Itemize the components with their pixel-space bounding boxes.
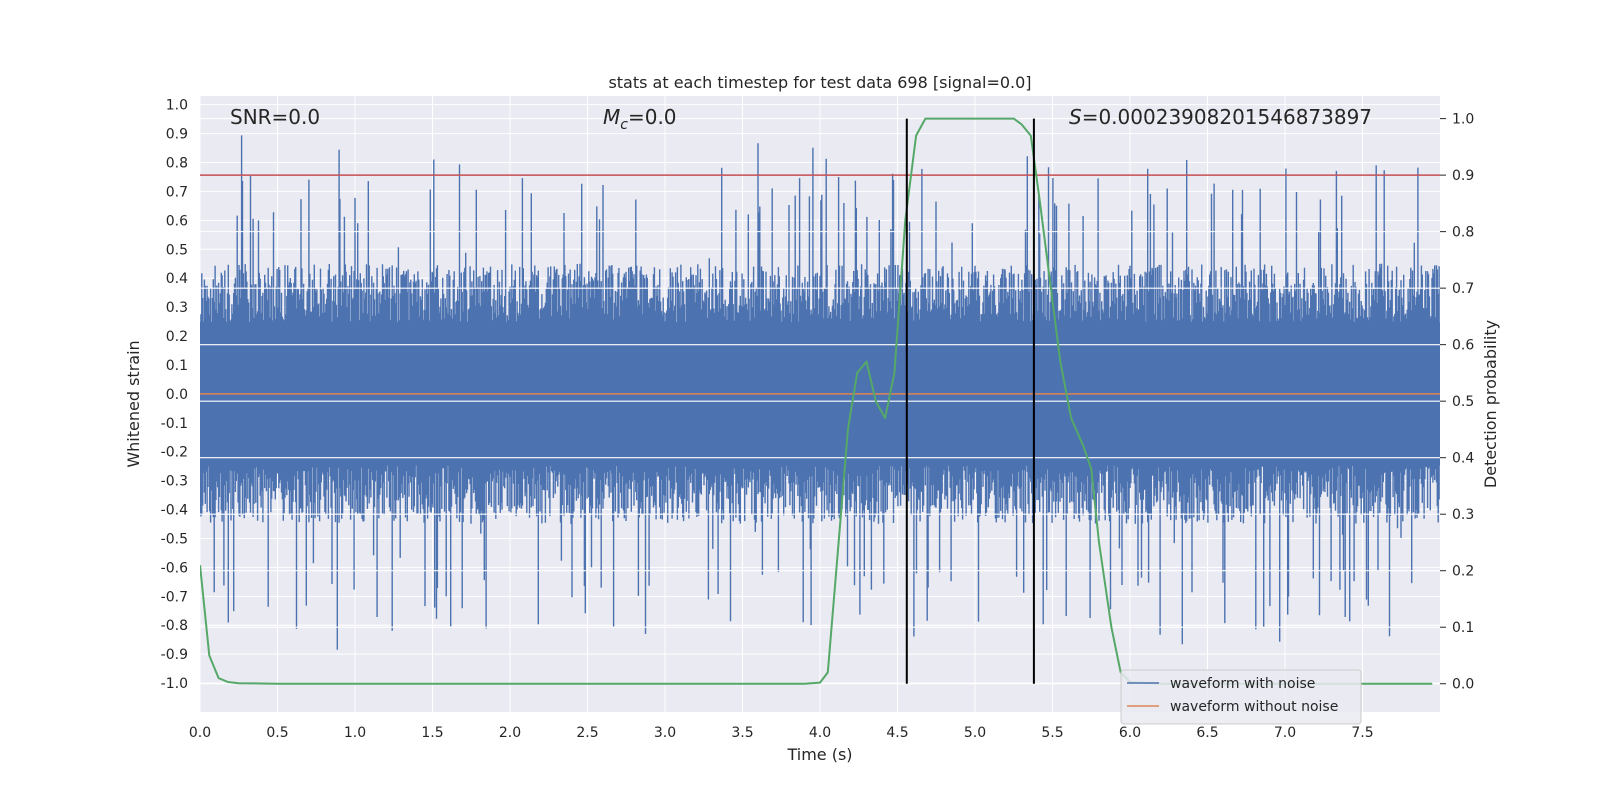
y-left-tick-label: -0.2 xyxy=(161,445,188,461)
y-left-tick-label: -0.9 xyxy=(161,647,188,663)
chart-title: stats at each timestep for test data 698… xyxy=(608,73,1031,92)
y-left-tick-label: 0.1 xyxy=(166,358,188,374)
x-tick-label: 3.5 xyxy=(731,725,753,741)
y-left-tick-label: -0.3 xyxy=(161,474,188,490)
x-tick-label: 7.5 xyxy=(1351,725,1373,741)
x-tick-label: 6.5 xyxy=(1196,725,1218,741)
legend-label-waveform-with-noise: waveform with noise xyxy=(1170,676,1315,692)
score-annotation: S=0.00023908201546873897 xyxy=(1069,105,1372,129)
score-value: =0.00023908201546873897 xyxy=(1082,105,1372,129)
y-left-axis-ticks: 1.0 0.9 0.8 0.7 0.6 0.5 0.4 0.3 0.2 0.1 0.0 -0.1 -0.… xyxy=(161,98,188,692)
y-left-tick-label: -0.5 xyxy=(161,531,188,547)
x-tick-label: 6.0 xyxy=(1119,725,1141,741)
y-left-tick-label: 0.2 xyxy=(166,329,188,345)
chirp-mass-symbol: M xyxy=(603,105,620,129)
y-left-tick-label: -0.1 xyxy=(161,416,188,432)
y-right-tick-label: 0.4 xyxy=(1452,451,1474,467)
x-tick-label: 7.0 xyxy=(1274,725,1296,741)
y-left-tick-label: 0.0 xyxy=(166,387,188,403)
x-tick-label: 2.5 xyxy=(576,725,598,741)
x-axis-ticks: 0.0 0.5 1.0 1.5 2.0 2.5 3.0 3.5 4.0 4.5 5.0 5.5 6.0 6… xyxy=(189,725,1374,741)
x-tick-label: 5.0 xyxy=(964,725,986,741)
y-right-axis-ticks: 1.0 0.9 0.8 0.7 0.6 0.5 0.4 0.3 0.2 0.1 0.0 xyxy=(1440,112,1474,693)
y-right-tick-label: 0.1 xyxy=(1452,620,1474,636)
y-left-tick-label: 0.8 xyxy=(166,156,188,172)
y-left-axis-label: Whitened strain xyxy=(124,340,143,467)
score-symbol: S xyxy=(1069,105,1082,129)
x-tick-label: 1.5 xyxy=(421,725,443,741)
chirp-mass-subscript: c xyxy=(620,117,628,133)
y-left-tick-label: 0.3 xyxy=(166,300,188,316)
chirp-mass-value: =0.0 xyxy=(628,105,677,129)
x-tick-label: 0.5 xyxy=(266,725,288,741)
y-left-tick-label: -0.6 xyxy=(161,560,188,576)
snr-annotation: SNR=0.0 xyxy=(230,105,320,129)
y-right-tick-label: 1.0 xyxy=(1452,112,1474,128)
y-right-tick-label: 0.7 xyxy=(1452,281,1474,297)
y-left-tick-label: -0.4 xyxy=(161,503,188,519)
series-detection-probability xyxy=(200,117,1433,685)
y-left-tick-label: 1.0 xyxy=(166,98,188,114)
y-right-tick-label: 0.8 xyxy=(1452,225,1474,241)
legend-box xyxy=(1120,669,1362,725)
x-tick-label: 4.0 xyxy=(809,725,831,741)
y-left-tick-label: 0.4 xyxy=(166,271,188,287)
chirp-mass-annotation: Mc=0.0 xyxy=(603,105,677,133)
legend: waveform with noise waveform without noi… xyxy=(1120,669,1362,725)
x-tick-label: 2.0 xyxy=(499,725,521,741)
x-tick-label: 1.0 xyxy=(344,725,366,741)
x-tick-label: 0.0 xyxy=(189,725,211,741)
x-axis-label: Time (s) xyxy=(786,745,852,764)
y-left-tick-label: 0.9 xyxy=(166,127,188,143)
legend-label-waveform-without-noise: waveform without noise xyxy=(1170,699,1338,715)
x-tick-label: 3.0 xyxy=(654,725,676,741)
x-tick-label: 5.5 xyxy=(1041,725,1063,741)
y-left-tick-label: 0.7 xyxy=(166,184,188,200)
y-left-tick-label: -0.8 xyxy=(161,618,188,634)
y-left-tick-label: 0.5 xyxy=(166,242,188,258)
x-tick-label: 4.5 xyxy=(886,725,908,741)
y-right-tick-label: 0.9 xyxy=(1452,168,1474,184)
y-right-tick-label: 0.6 xyxy=(1452,338,1474,354)
y-right-tick-label: 0.5 xyxy=(1452,394,1474,410)
y-right-axis-label: Detection probability xyxy=(1481,320,1500,488)
y-left-tick-label: 0.6 xyxy=(166,213,188,229)
y-left-tick-label: -0.7 xyxy=(161,589,188,605)
y-right-tick-label: 0.2 xyxy=(1452,564,1474,580)
y-left-tick-label: -1.0 xyxy=(161,676,188,692)
y-right-tick-label: 0.3 xyxy=(1452,507,1474,523)
y-right-tick-label: 0.0 xyxy=(1452,677,1474,693)
